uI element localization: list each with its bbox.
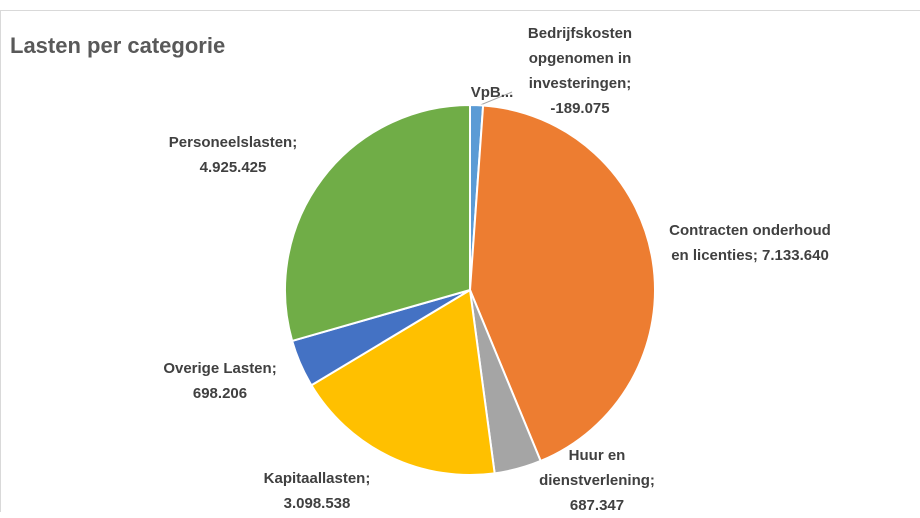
chart-title: Lasten per categorie — [10, 33, 225, 59]
data-label: Bedrijfskosten opgenomen in investeringe… — [505, 21, 655, 121]
data-label: Personeelslasten; 4.925.425 — [143, 130, 323, 180]
data-label: Kapitaallasten; 3.098.538 — [232, 466, 402, 516]
data-label: Overige Lasten; 698.206 — [140, 356, 300, 406]
data-label: Huur en dienstverlening; 687.347 — [537, 443, 657, 518]
data-label: Contracten onderhoud en licenties; 7.133… — [663, 218, 838, 268]
